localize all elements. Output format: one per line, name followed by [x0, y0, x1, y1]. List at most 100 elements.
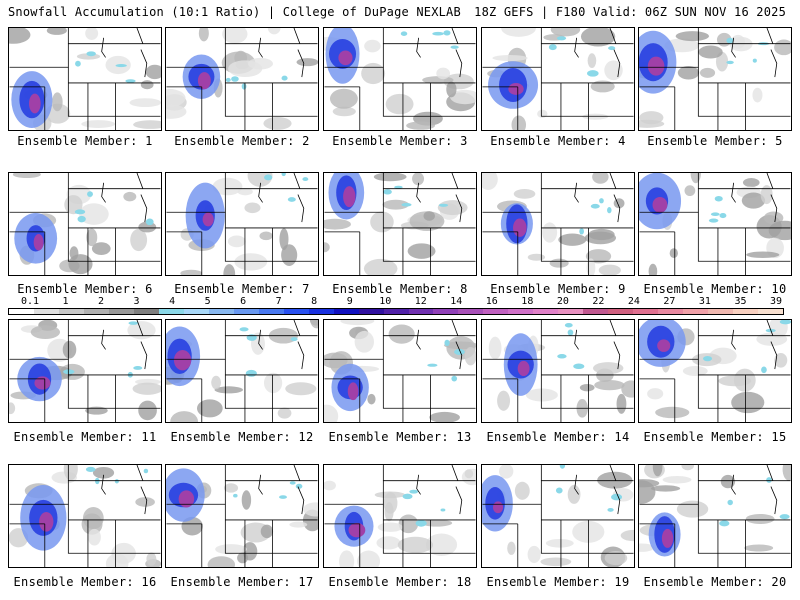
legend-swatch	[208, 309, 234, 314]
legend-tick-label: 18	[521, 296, 534, 307]
ensemble-member-map	[638, 172, 792, 276]
legend-swatch	[333, 309, 359, 314]
legend-swatch	[633, 309, 659, 314]
ensemble-member-label: Ensemble Member: 1	[17, 134, 153, 148]
snowfall-map-graphic	[324, 465, 476, 567]
legend-swatch	[258, 309, 284, 314]
legend-tick-label: 1	[62, 296, 69, 307]
ensemble-member-map	[481, 319, 635, 423]
legend-swatch	[33, 309, 59, 314]
legend-swatch	[308, 309, 334, 314]
ensemble-member-label: Ensemble Member: 17	[170, 575, 314, 589]
legend-tick-label: 39	[769, 296, 783, 307]
legend-swatch	[358, 309, 384, 314]
ensemble-member-label: Ensemble Member: 5	[647, 134, 783, 148]
ensemble-member-map	[165, 27, 319, 131]
snowfall-map-graphic	[639, 28, 791, 130]
legend-tick-label: 2	[98, 296, 105, 307]
snowfall-map-graphic	[482, 173, 634, 275]
ensemble-member-label: Ensemble Member: 3	[332, 134, 468, 148]
legend-tick-label: 4	[169, 296, 176, 307]
snowfall-map-graphic	[9, 465, 161, 567]
legend-color-bar	[8, 308, 784, 315]
ensemble-member-map	[165, 319, 319, 423]
legend-tick-label: 27	[663, 296, 676, 307]
legend-tick-label: 9	[346, 296, 353, 307]
snowfall-map-graphic	[639, 320, 791, 422]
ensemble-member-label: Ensemble Member: 20	[643, 575, 787, 589]
legend-swatch	[508, 309, 534, 314]
snowfall-map-graphic	[9, 28, 161, 130]
legend-swatch	[558, 309, 584, 314]
legend-swatch	[758, 309, 784, 314]
ensemble-member-label: Ensemble Member: 7	[174, 282, 310, 296]
header: Snowfall Accumulation (10:1 Ratio) | Col…	[0, 0, 800, 22]
legend-swatch	[158, 309, 184, 314]
snowfall-map-graphic	[166, 28, 318, 130]
ensemble-member-label: Ensemble Member: 11	[13, 430, 157, 444]
ensemble-member-label: Ensemble Member: 2	[174, 134, 310, 148]
snowfall-map-graphic	[639, 173, 791, 275]
legend-tick-label: 0.1	[20, 296, 40, 307]
ensemble-member-label: Ensemble Member: 16	[13, 575, 157, 589]
ensemble-member-map	[323, 172, 477, 276]
snowfall-map-graphic	[482, 320, 634, 422]
legend-tick-label: 10	[379, 296, 392, 307]
ensemble-member-map	[323, 319, 477, 423]
legend-tick-label: 3	[133, 296, 140, 307]
valid-time: 18Z GEFS | F180 Valid: 06Z SUN NOV 16 20…	[474, 5, 786, 19]
ensemble-member-map	[638, 319, 792, 423]
ensemble-member-label: Ensemble Member: 4	[490, 134, 626, 148]
legend-swatch	[733, 309, 759, 314]
legend-swatch	[683, 309, 709, 314]
legend-tick-label: 20	[556, 296, 569, 307]
legend-swatch	[658, 309, 684, 314]
ensemble-member-label: Ensemble Member: 8	[332, 282, 468, 296]
color-legend: 0.1 1 2 3 4 5 6 7 8 9 10 12 14 16 18 20 22 24 27 31 35 39	[8, 296, 794, 316]
legend-tick-label: 16	[485, 296, 498, 307]
legend-swatch	[533, 309, 559, 314]
ensemble-member-map	[8, 319, 162, 423]
ensemble-member-label: Ensemble Member: 18	[328, 575, 472, 589]
legend-swatch	[383, 309, 409, 314]
ensemble-member-label: Ensemble Member: 14	[486, 430, 630, 444]
ensemble-member-label: Ensemble Member: 15	[643, 430, 787, 444]
legend-swatch	[183, 309, 209, 314]
legend-swatch	[708, 309, 734, 314]
legend-swatch	[608, 309, 634, 314]
legend-swatch	[58, 309, 84, 314]
ensemble-member-label: Ensemble Member: 13	[328, 430, 472, 444]
legend-swatch	[108, 309, 134, 314]
legend-tick-label: 12	[414, 296, 427, 307]
ensemble-member-map	[8, 464, 162, 568]
snowfall-map-graphic	[324, 320, 476, 422]
ensemble-member-map	[323, 464, 477, 568]
map-title: Snowfall Accumulation (10:1 Ratio) | Col…	[8, 5, 461, 19]
ensemble-member-map	[165, 172, 319, 276]
snowfall-map-graphic	[324, 28, 476, 130]
legend-swatch	[9, 309, 34, 314]
snowfall-map-graphic	[9, 173, 161, 275]
snowfall-map-graphic	[166, 320, 318, 422]
legend-tick-label: 6	[240, 296, 247, 307]
snowfall-map-graphic	[166, 173, 318, 275]
legend-swatch	[283, 309, 309, 314]
legend-tick-label: 8	[311, 296, 318, 307]
legend-swatch	[433, 309, 459, 314]
ensemble-member-map	[638, 464, 792, 568]
legend-tick-label: 35	[734, 296, 747, 307]
ensemble-member-map	[165, 464, 319, 568]
legend-tick-label: 7	[275, 296, 282, 307]
ensemble-member-map	[8, 27, 162, 131]
snowfall-map-graphic	[324, 173, 476, 275]
legend-tick-label: 5	[204, 296, 211, 307]
legend-swatch	[133, 309, 159, 314]
snowfall-map-graphic	[639, 465, 791, 567]
legend-swatch	[83, 309, 109, 314]
legend-swatch	[583, 309, 609, 314]
legend-swatch	[483, 309, 509, 314]
ensemble-member-map	[323, 27, 477, 131]
legend-swatch	[458, 309, 484, 314]
ensemble-member-label: Ensemble Member: 10	[643, 282, 787, 296]
